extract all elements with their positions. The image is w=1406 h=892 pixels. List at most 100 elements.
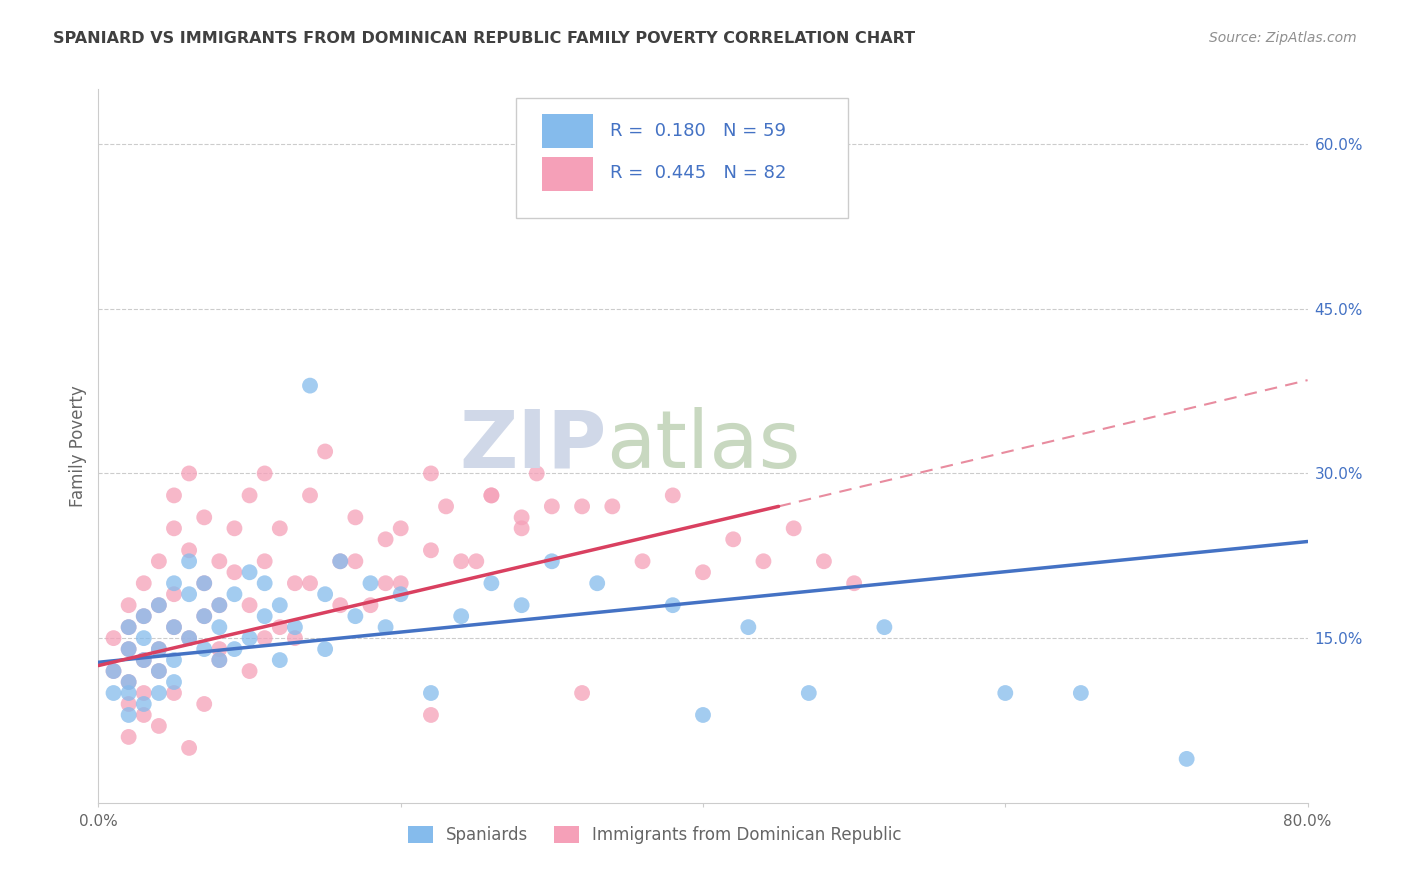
Point bbox=[510, 521, 533, 535]
Point bbox=[224, 587, 246, 601]
Point bbox=[118, 642, 141, 657]
Point bbox=[783, 521, 806, 535]
Point bbox=[239, 631, 262, 645]
Point bbox=[420, 467, 443, 481]
Point bbox=[465, 554, 488, 568]
Point bbox=[994, 686, 1017, 700]
Point bbox=[314, 444, 336, 458]
Point bbox=[284, 620, 307, 634]
Point bbox=[314, 642, 336, 657]
Point bbox=[450, 554, 472, 568]
Point bbox=[163, 675, 186, 690]
Point bbox=[118, 708, 141, 723]
Point bbox=[193, 576, 215, 591]
Point bbox=[148, 664, 170, 678]
Point bbox=[132, 686, 155, 700]
Point bbox=[586, 576, 609, 591]
Point bbox=[179, 587, 201, 601]
Point bbox=[103, 664, 125, 678]
Point bbox=[631, 554, 654, 568]
Point bbox=[737, 620, 759, 634]
Point bbox=[148, 642, 170, 657]
Point bbox=[253, 554, 276, 568]
Point bbox=[844, 576, 866, 591]
Point bbox=[269, 598, 291, 612]
Point bbox=[434, 500, 457, 514]
Point bbox=[571, 500, 593, 514]
Point bbox=[148, 598, 170, 612]
Point bbox=[329, 598, 352, 612]
Point bbox=[208, 598, 231, 612]
Point bbox=[239, 598, 262, 612]
Point bbox=[420, 708, 443, 723]
Point bbox=[224, 642, 246, 657]
Point bbox=[193, 609, 215, 624]
Point bbox=[224, 521, 246, 535]
Point bbox=[103, 631, 125, 645]
Point bbox=[193, 510, 215, 524]
Point bbox=[661, 488, 683, 502]
Point bbox=[450, 609, 472, 624]
Bar bbox=[543, 114, 593, 148]
Point bbox=[132, 653, 155, 667]
Point bbox=[163, 620, 186, 634]
Point bbox=[374, 620, 396, 634]
Point bbox=[163, 521, 186, 535]
Point bbox=[118, 675, 141, 690]
Point bbox=[723, 533, 745, 547]
Point bbox=[118, 675, 141, 690]
Point bbox=[163, 686, 186, 700]
Point bbox=[1175, 752, 1198, 766]
Point bbox=[253, 576, 276, 591]
Point bbox=[481, 488, 503, 502]
Point bbox=[179, 740, 201, 755]
Point bbox=[208, 620, 231, 634]
FancyBboxPatch shape bbox=[516, 98, 848, 218]
Point bbox=[571, 686, 593, 700]
Point bbox=[179, 554, 201, 568]
Point bbox=[148, 664, 170, 678]
Point bbox=[314, 587, 336, 601]
Point bbox=[389, 576, 412, 591]
Point bbox=[118, 620, 141, 634]
Point bbox=[253, 609, 276, 624]
Point bbox=[344, 510, 367, 524]
Text: atlas: atlas bbox=[606, 407, 800, 485]
Point bbox=[208, 598, 231, 612]
Point bbox=[163, 587, 186, 601]
Point bbox=[374, 533, 396, 547]
Point bbox=[179, 467, 201, 481]
Point bbox=[132, 609, 155, 624]
Point bbox=[239, 488, 262, 502]
Point bbox=[329, 554, 352, 568]
Point bbox=[299, 378, 322, 392]
Point bbox=[132, 653, 155, 667]
Point bbox=[118, 730, 141, 744]
Text: R =  0.445   N = 82: R = 0.445 N = 82 bbox=[610, 164, 786, 182]
Point bbox=[118, 620, 141, 634]
Point bbox=[239, 664, 262, 678]
Point bbox=[299, 488, 322, 502]
Point bbox=[1070, 686, 1092, 700]
Point bbox=[103, 686, 125, 700]
Point bbox=[692, 566, 714, 580]
Text: SPANIARD VS IMMIGRANTS FROM DOMINICAN REPUBLIC FAMILY POVERTY CORRELATION CHART: SPANIARD VS IMMIGRANTS FROM DOMINICAN RE… bbox=[53, 31, 915, 46]
Point bbox=[148, 554, 170, 568]
Point bbox=[118, 697, 141, 711]
Point bbox=[132, 708, 155, 723]
Point bbox=[797, 686, 820, 700]
Point bbox=[389, 521, 412, 535]
Point bbox=[344, 609, 367, 624]
Y-axis label: Family Poverty: Family Poverty bbox=[69, 385, 87, 507]
Point bbox=[148, 686, 170, 700]
Point bbox=[374, 576, 396, 591]
Point bbox=[148, 642, 170, 657]
Point bbox=[132, 609, 155, 624]
Point bbox=[284, 576, 307, 591]
Point bbox=[148, 598, 170, 612]
Point bbox=[208, 653, 231, 667]
Point bbox=[163, 653, 186, 667]
Point bbox=[193, 576, 215, 591]
Point bbox=[526, 467, 548, 481]
Point bbox=[118, 598, 141, 612]
